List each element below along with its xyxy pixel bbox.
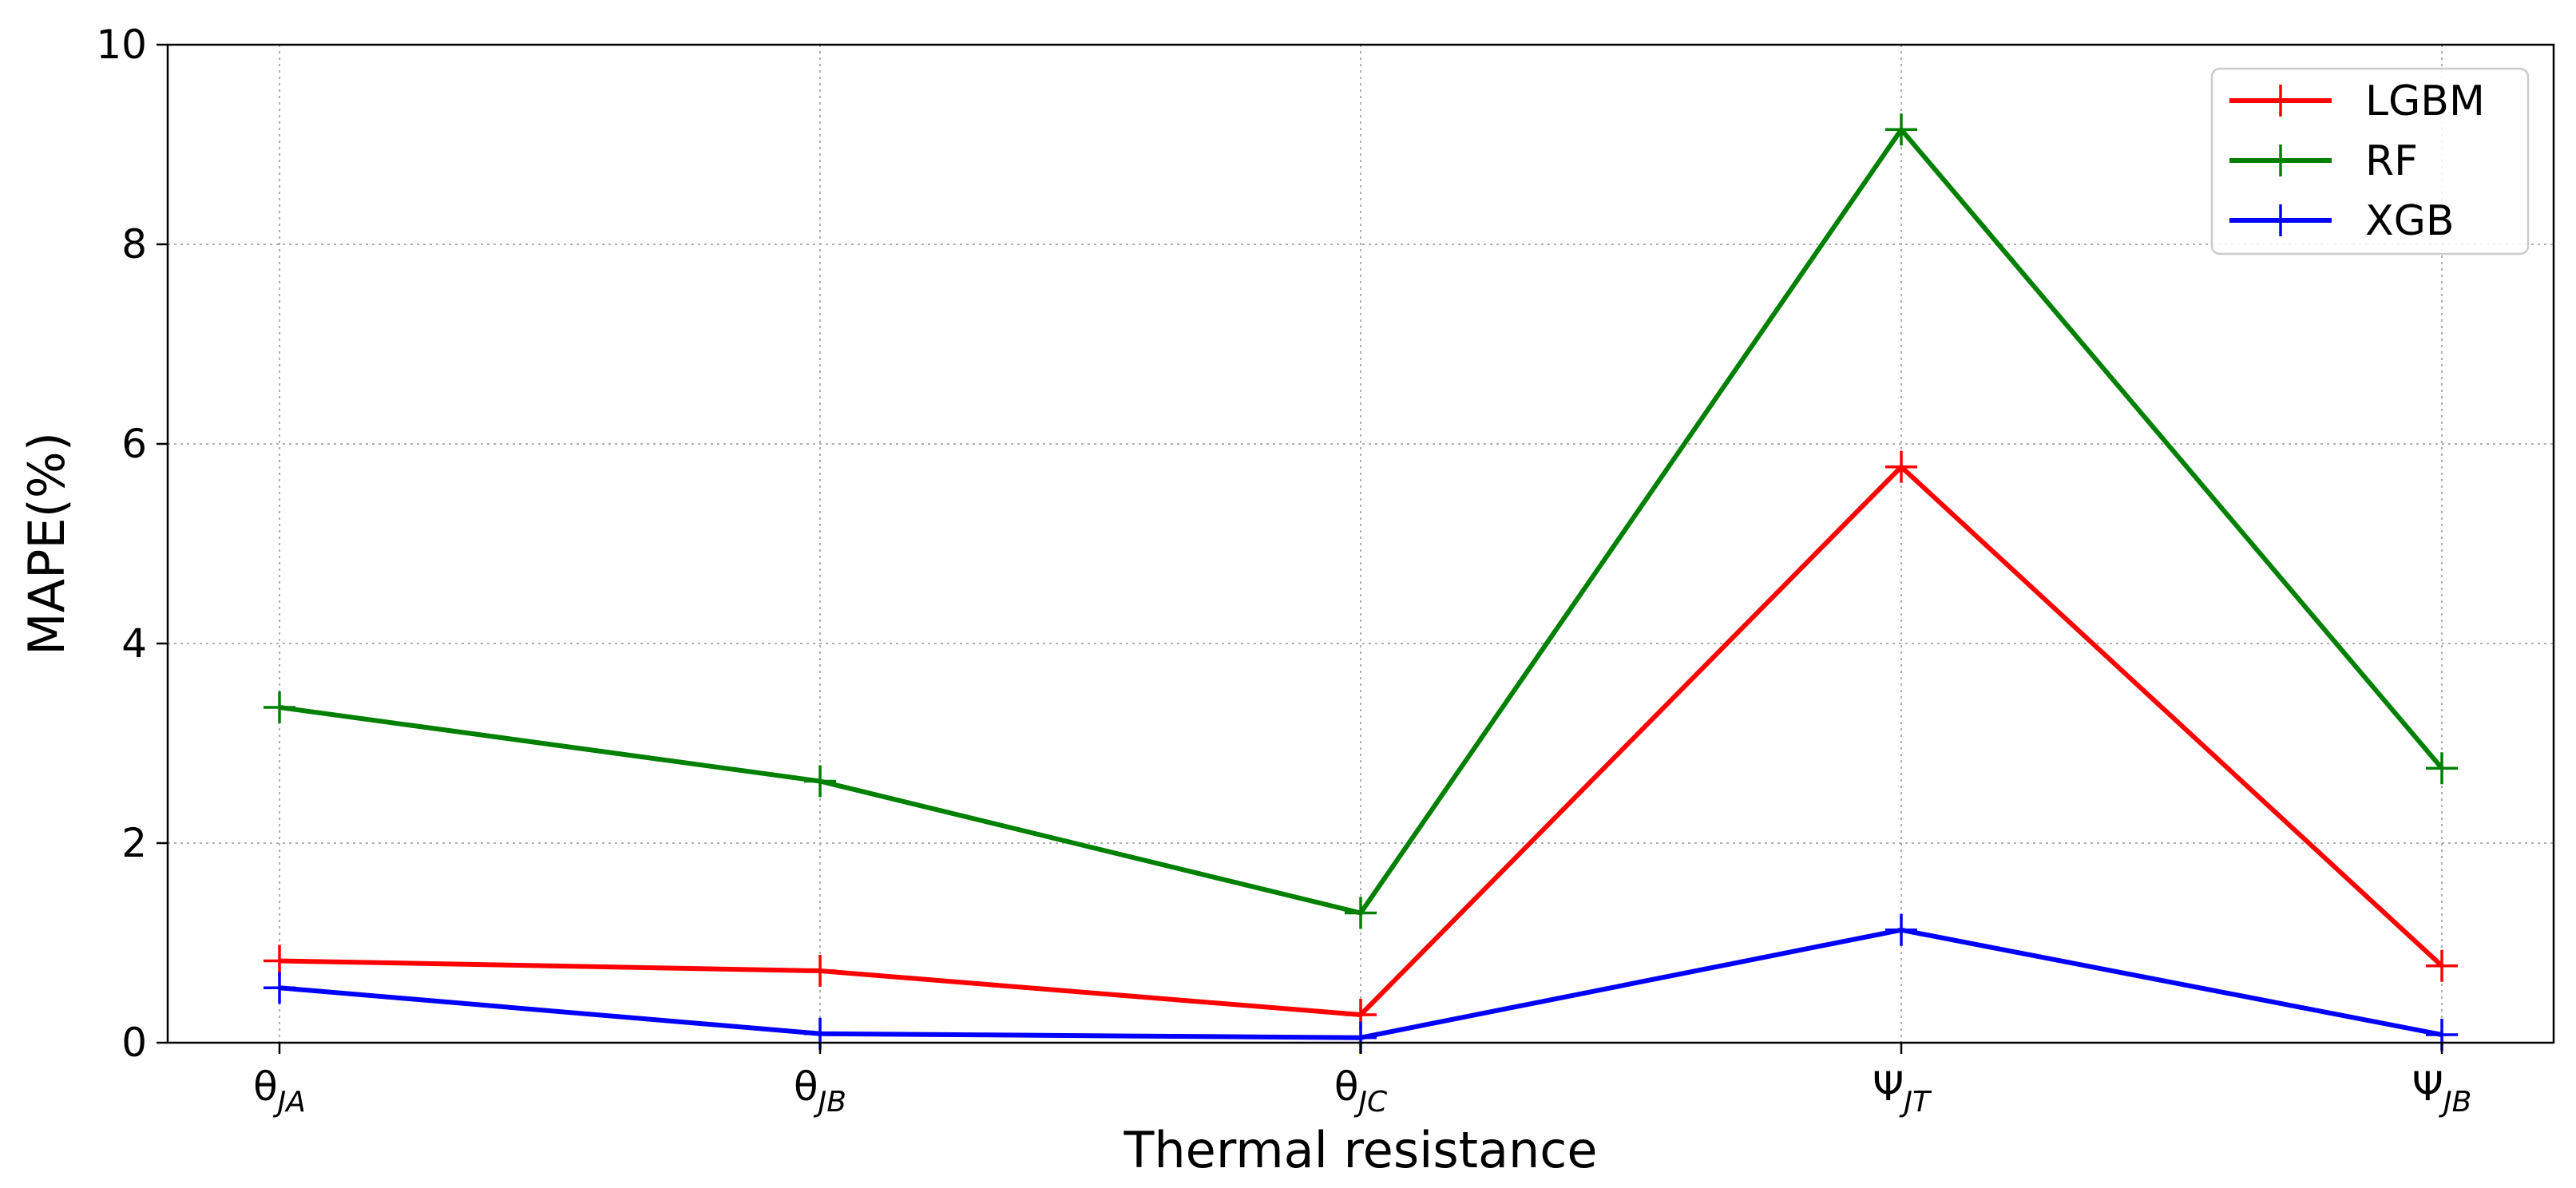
data-point-lgbm [804,955,836,987]
data-point-lgbm [264,944,295,977]
x-tick-label: ΨJB [2412,1063,2472,1119]
legend: LGBM RF XGB [2210,67,2530,255]
x-tick-label: θJC [1334,1063,1388,1119]
x-tick-label: ΨJT [1873,1063,1932,1119]
x-axis-ticks: θJA θJB θJC ΨJT ΨJB [253,1043,2471,1119]
data-point-rf [264,691,295,723]
y-tick-label: 10 [96,22,147,68]
x-tick-label: θJA [253,1063,306,1119]
series-line-rf [279,125,2444,916]
legend-label: RF [2365,137,2418,185]
data-point-rf [804,765,836,798]
y-tick-label: 4 [121,620,147,667]
legend-label: XGB [2365,197,2455,245]
data-point-xgb [264,972,295,1004]
data-point-rf [1885,113,1917,146]
data-point-xgb [1885,913,1917,946]
y-tick-label: 2 [121,820,147,866]
y-axis-label: MAPE(%) [18,432,76,655]
data-point-rf [2426,752,2458,785]
x-axis-label: Thermal resistance [1124,1121,1598,1179]
data-point-lgbm [1885,450,1917,483]
grid-lines [168,44,2554,1043]
legend-box [2210,67,2530,255]
y-tick-label: 8 [121,221,147,267]
legend-entry-lgbm: LGBM [2229,77,2485,125]
y-axis-ticks: 0 2 4 6 8 10 [96,22,168,1066]
data-point-rf [1345,897,1377,929]
x-tick-label: θJB [794,1063,846,1119]
data-point-lgbm [2426,949,2458,982]
legend-entry-rf: RF [2229,137,2418,185]
legend-entry-xgb: XGB [2229,197,2455,245]
y-tick-label: 6 [121,421,147,467]
legend-label: LGBM [2365,77,2485,125]
y-tick-label: 0 [121,1020,147,1066]
